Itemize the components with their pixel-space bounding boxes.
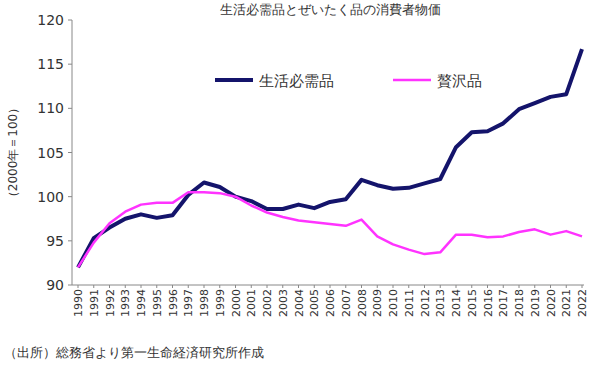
x-tick [550,285,551,288]
x-tick [314,285,315,288]
x-tick [345,285,346,288]
x-tick-label: 1997 [182,289,195,317]
series-line [78,192,582,267]
x-tick [282,285,283,288]
x-tick-label: 2013 [434,289,447,317]
y-tick-label: 105 [37,145,64,161]
y-tick [68,240,72,241]
x-tick-label: 2004 [293,289,306,317]
x-tick-label: 1992 [104,289,117,317]
x-tick [93,285,94,288]
x-tick-label: 2001 [245,289,258,317]
x-tick [393,285,394,288]
x-tick-label: 2002 [261,289,274,317]
x-tick [188,285,189,288]
x-tick [503,285,504,288]
y-tick-label: 115 [37,56,64,72]
x-tick-label: 2003 [277,289,290,317]
x-tick [456,285,457,288]
x-tick [267,285,268,288]
y-tick [68,108,72,109]
y-tick-label: 110 [37,100,64,116]
y-tick [68,152,72,153]
x-tick [519,285,520,288]
x-tick [377,285,378,288]
x-tick-label: 1996 [167,289,180,317]
x-tick [78,285,79,288]
x-tick [141,285,142,288]
x-tick-label: 2017 [497,289,510,317]
x-tick-label: 2005 [308,289,321,317]
y-tick-label: 95 [46,233,64,249]
x-tick [440,285,441,288]
x-tick [330,285,331,288]
x-tick-label: 2006 [324,289,337,317]
x-tick [204,285,205,288]
x-tick-label: 1990 [72,289,85,317]
x-tick [566,285,567,288]
x-axis [72,285,584,286]
x-tick-label: 1998 [198,289,211,317]
x-tick [582,285,583,288]
x-tick [109,285,110,288]
x-tick [471,285,472,288]
y-axis [72,20,73,285]
x-tick [298,285,299,288]
y-tick-label: 100 [37,189,64,205]
plot-area [78,49,582,267]
legend-swatch [215,78,253,82]
x-tick [219,285,220,288]
x-tick-label: 2009 [371,289,384,317]
y-tick-label: 120 [37,12,64,28]
y-axis-label: （2000年＝100） [6,102,20,203]
y-tick-label: 90 [46,277,64,293]
x-tick-label: 1994 [135,289,148,317]
legend-label: 贅沢品 [437,72,482,90]
x-tick [534,285,535,288]
title: 生活必需品とぜいたく品の消費者物価 [220,2,441,17]
x-tick [361,285,362,288]
x-tick [487,285,488,288]
y-tick [68,196,72,197]
x-tick [156,285,157,288]
x-tick-label: 1995 [151,289,164,317]
x-tick [172,285,173,288]
x-tick-label: 2020 [545,289,558,317]
x-tick-label: 2022 [576,289,589,317]
chart: 生活必需品とぜいたく品の消費者物価 （2000年＝100） 90 95 100 105 11… [0,0,600,366]
x-tick [424,285,425,288]
legend-swatch [393,79,431,82]
x-tick-label: 2008 [356,289,369,317]
x-tick [125,285,126,288]
source-note: （出所）総務省より第一生命経済研究所作成 [4,345,264,360]
x-tick-label: 2000 [230,289,243,317]
x-tick-label: 2015 [466,289,479,317]
x-tick [235,285,236,288]
x-tick-label: 2014 [450,289,463,317]
y-tick [68,285,72,286]
x-tick-label: 2021 [560,289,573,317]
x-tick-label: 1993 [119,289,132,317]
x-tick-label: 2012 [419,289,432,317]
x-tick-label: 2018 [513,289,526,317]
y-tick [68,64,72,65]
x-tick-label: 2007 [340,289,353,317]
y-tick [68,20,72,21]
x-tick-label: 2019 [529,289,542,317]
x-tick [408,285,409,288]
x-tick-label: 2011 [403,289,416,317]
x-tick-label: 1991 [88,289,101,317]
x-tick-label: 2016 [482,289,495,317]
x-tick-label: 2010 [387,289,400,317]
legend-label: 生活必需品 [259,72,334,90]
series-line [78,49,582,267]
x-tick [251,285,252,288]
x-tick-label: 1999 [214,289,227,317]
